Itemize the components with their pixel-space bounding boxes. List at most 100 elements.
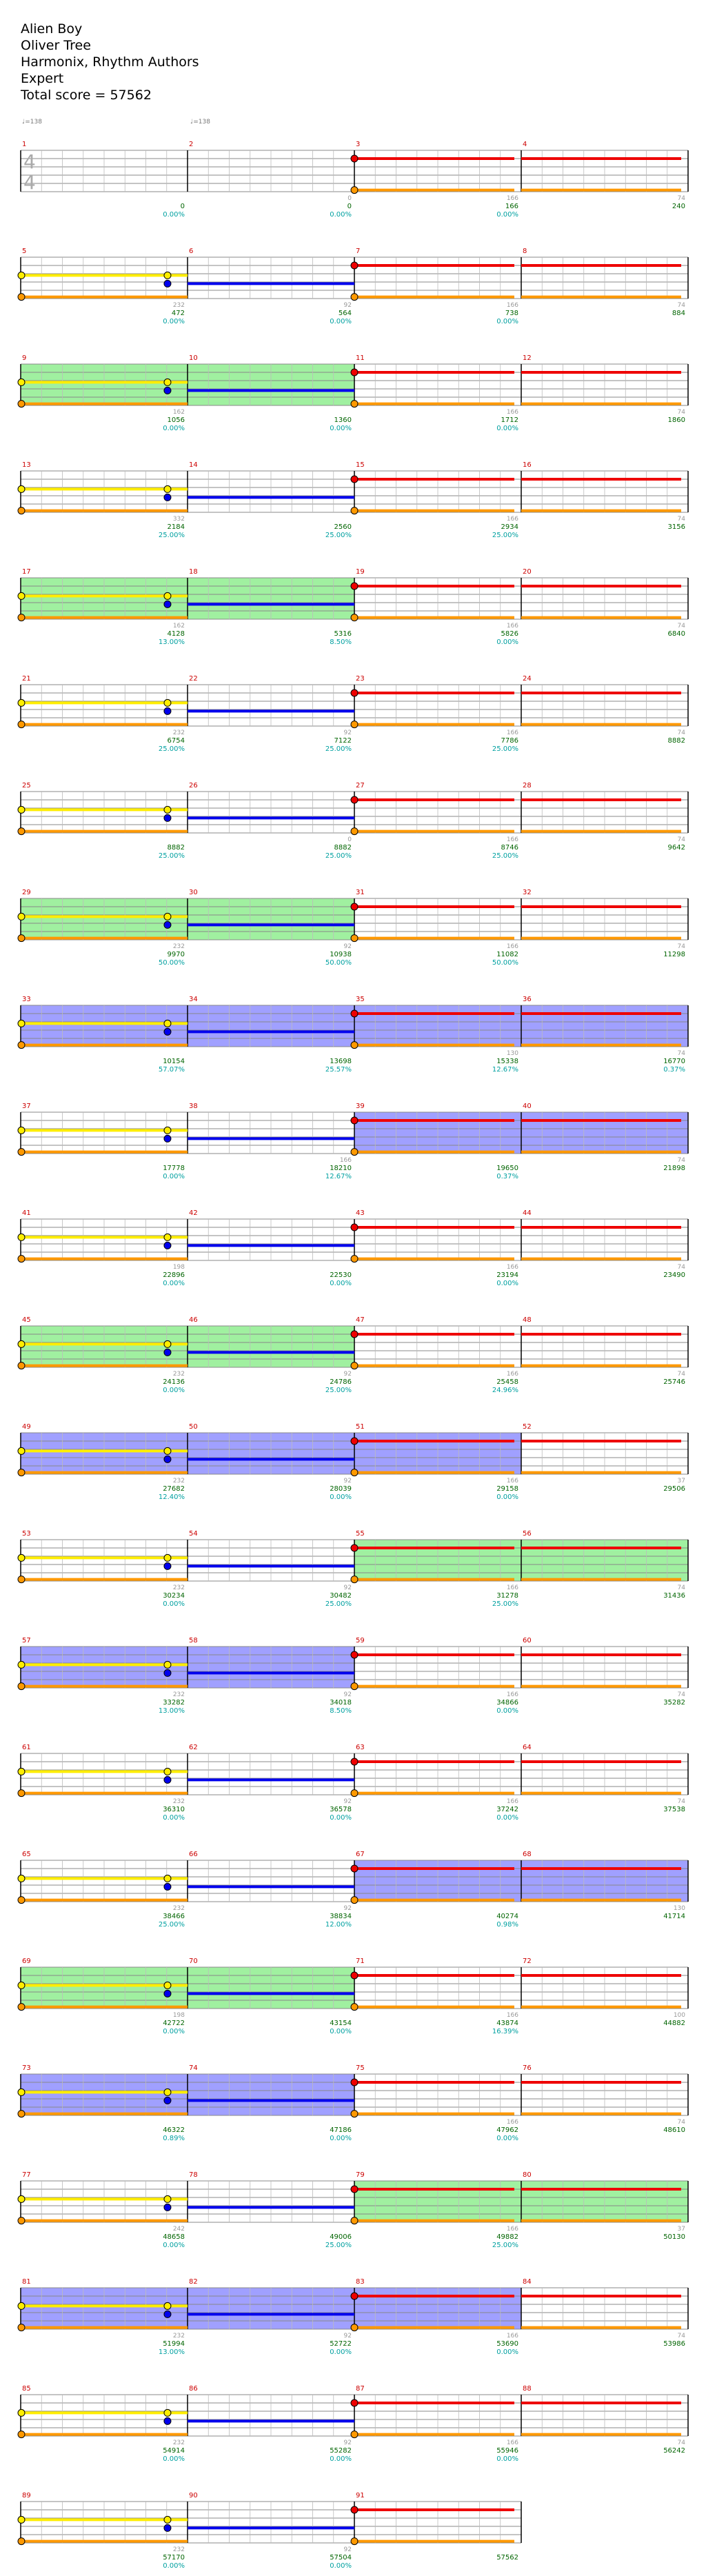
measure-score: 6754 bbox=[168, 737, 185, 745]
measure-note-score: 74 bbox=[678, 1157, 686, 1164]
overdrive-percent: 0.00% bbox=[496, 2135, 518, 2142]
kick-note bbox=[17, 1148, 26, 1156]
red-note bbox=[350, 1330, 359, 1338]
measure-score: 19650 bbox=[496, 1165, 518, 1172]
measure-score: 29158 bbox=[496, 1485, 518, 1493]
red-note bbox=[350, 2185, 359, 2193]
yellow-note bbox=[17, 1233, 26, 1241]
measure-note-score: 74 bbox=[678, 1584, 686, 1591]
measure-score: 47962 bbox=[496, 2126, 518, 2134]
blue-note bbox=[163, 1669, 172, 1677]
overdrive-percent: 25.00% bbox=[325, 2242, 352, 2249]
yellow-note bbox=[163, 1126, 172, 1134]
measure-score: 18210 bbox=[330, 1165, 352, 1172]
measure-score: 23194 bbox=[496, 1271, 518, 1279]
measure-note-score: 232 bbox=[173, 1584, 185, 1591]
measure-note-score: 166 bbox=[507, 2439, 518, 2446]
measure-note-score: 74 bbox=[678, 2333, 686, 2339]
overdrive-percent: 25.00% bbox=[159, 745, 185, 753]
kick-note bbox=[350, 507, 359, 515]
measure-note-score: 232 bbox=[173, 1798, 185, 1805]
measure-note-score: 166 bbox=[507, 1584, 518, 1591]
measure-score: 49882 bbox=[496, 2233, 518, 2241]
overdrive-percent: 0.00% bbox=[330, 211, 352, 219]
measure-score: 2934 bbox=[501, 523, 518, 531]
measure-score: 28039 bbox=[330, 1485, 352, 1493]
measure-number: 58 bbox=[189, 1637, 198, 1644]
measure-number: 68 bbox=[523, 1851, 532, 1858]
song-artist: Oliver Tree bbox=[21, 38, 91, 53]
kick-note bbox=[17, 1041, 26, 1049]
measure-score: 1860 bbox=[668, 416, 685, 424]
measure-note-score: 74 bbox=[678, 195, 686, 202]
kick-note bbox=[350, 827, 359, 836]
overdrive-percent: 0.00% bbox=[163, 211, 185, 219]
measure-score: 51994 bbox=[163, 2340, 185, 2348]
kick-note bbox=[17, 2003, 26, 2011]
tempo-marker: ♩=138 bbox=[22, 119, 42, 125]
kick-note bbox=[350, 1255, 359, 1263]
kick-note bbox=[17, 293, 26, 301]
measure-number: 2 bbox=[189, 141, 193, 148]
measure-score: 9642 bbox=[668, 844, 685, 852]
song-charter: Harmonix, Rhythm Authors bbox=[21, 54, 199, 70]
measure-number: 70 bbox=[189, 1958, 198, 1965]
overdrive-percent: 0.00% bbox=[496, 1814, 518, 1822]
overdrive-percent: 16.39% bbox=[492, 2028, 518, 2035]
yellow-note bbox=[17, 1340, 26, 1348]
overdrive-percent: 0.00% bbox=[163, 2242, 185, 2249]
overdrive-percent: 25.57% bbox=[325, 1066, 352, 1074]
measure-score: 24136 bbox=[163, 1378, 185, 1386]
measure-number: 87 bbox=[356, 2385, 365, 2393]
measure-note-score: 0 bbox=[347, 195, 352, 202]
measure-score: 166 bbox=[505, 203, 518, 210]
measure-number: 45 bbox=[22, 1316, 31, 1324]
time-signature-bottom: 4 bbox=[23, 171, 36, 194]
overdrive-percent: 0.00% bbox=[496, 1493, 518, 1501]
measure-number: 63 bbox=[356, 1744, 365, 1751]
measure-number: 34 bbox=[189, 996, 198, 1003]
overdrive-percent: 25.00% bbox=[492, 745, 518, 753]
measure-number: 17 bbox=[22, 568, 31, 576]
measure-note-score: 92 bbox=[344, 2333, 352, 2339]
overdrive-percent: 12.40% bbox=[159, 1493, 185, 1501]
measure-note-score: 166 bbox=[507, 836, 518, 843]
measure-number: 40 bbox=[523, 1103, 532, 1110]
yellow-note bbox=[17, 1553, 26, 1562]
yellow-note bbox=[17, 1126, 26, 1134]
overdrive-percent: 25.00% bbox=[492, 852, 518, 860]
measure-score: 37538 bbox=[663, 1806, 685, 1813]
measure-score: 10938 bbox=[330, 951, 352, 958]
measure-note-score: 232 bbox=[173, 2546, 185, 2553]
measure-score: 25746 bbox=[663, 1378, 685, 1386]
measure-score: 9970 bbox=[168, 951, 185, 958]
measure-note-score: 198 bbox=[173, 1264, 185, 1271]
yellow-note bbox=[17, 378, 26, 386]
overdrive-percent: 50.00% bbox=[325, 959, 352, 967]
kick-note bbox=[350, 1789, 359, 1798]
overdrive-percent: 13.00% bbox=[159, 1707, 185, 1715]
overdrive-percent: 25.00% bbox=[492, 1600, 518, 1608]
blue-note bbox=[163, 493, 172, 501]
yellow-note bbox=[163, 1660, 172, 1669]
measure-score: 884 bbox=[672, 310, 685, 317]
measure-score: 1360 bbox=[334, 416, 352, 424]
measure-number: 44 bbox=[523, 1209, 532, 1217]
measure-note-score: 74 bbox=[678, 2439, 686, 2446]
yellow-note bbox=[17, 2195, 26, 2203]
measure-note-score: 92 bbox=[344, 729, 352, 736]
measure-note-score: 92 bbox=[344, 2439, 352, 2446]
measure-number: 79 bbox=[356, 2171, 365, 2179]
kick-note bbox=[350, 2431, 359, 2439]
measure-number: 90 bbox=[189, 2492, 198, 2499]
blue-note bbox=[163, 600, 172, 608]
measure-score: 46322 bbox=[163, 2126, 185, 2134]
measure-note-score: 232 bbox=[173, 943, 185, 950]
measure-score: 472 bbox=[172, 310, 185, 317]
overdrive-percent: 25.00% bbox=[492, 532, 518, 539]
blue-note bbox=[163, 1562, 172, 1570]
measure-score: 38834 bbox=[330, 1913, 352, 1920]
measure-number: 1 bbox=[22, 141, 26, 148]
overdrive-percent: 25.00% bbox=[159, 852, 185, 860]
measure-number: 7 bbox=[356, 248, 360, 255]
